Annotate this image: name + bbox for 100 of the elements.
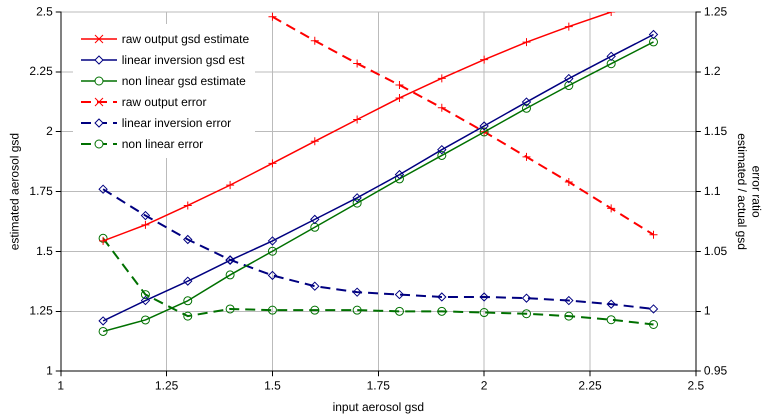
point	[268, 306, 277, 315]
point	[606, 52, 616, 61]
point	[394, 306, 404, 316]
legend-label: non linear error	[122, 136, 204, 150]
x-tick-label: 2.25	[578, 378, 602, 393]
point	[649, 320, 658, 330]
y2-tick-label: 0.95	[704, 364, 728, 378]
point	[268, 12, 277, 22]
y2-tick-label: 1	[704, 304, 711, 318]
x-tick-label: 2.5	[688, 378, 705, 393]
y2-tick-label: 1.25	[704, 4, 728, 18]
point	[437, 292, 446, 302]
point	[226, 304, 235, 314]
y-tick-label: 1.25	[29, 304, 54, 318]
point	[649, 30, 658, 40]
point	[352, 115, 362, 124]
point	[268, 236, 277, 246]
point	[310, 306, 320, 315]
point	[522, 294, 531, 303]
point	[310, 222, 320, 232]
point	[606, 204, 616, 213]
y2-tick-label: 1.05	[704, 244, 728, 258]
point	[522, 309, 531, 318]
point	[140, 296, 150, 306]
point	[394, 174, 404, 184]
point	[268, 246, 277, 256]
point	[140, 220, 150, 230]
y-tick-label: 1.5	[36, 244, 54, 258]
point	[352, 306, 362, 315]
point	[606, 59, 616, 68]
point	[310, 136, 320, 146]
y2-tick-label: 1.1	[704, 184, 721, 198]
point	[352, 198, 362, 208]
point	[183, 312, 192, 321]
point	[183, 296, 192, 306]
point	[183, 234, 192, 244]
y2-tick-label: 1.2	[704, 64, 721, 78]
y2-axis-title: error ratio estimated / actual gsd	[735, 133, 764, 250]
point	[564, 178, 574, 187]
x-tick-label: 1.75	[366, 378, 390, 393]
point	[98, 236, 108, 246]
point	[394, 80, 404, 90]
point	[352, 58, 362, 68]
point	[394, 290, 404, 300]
y-tick-label: 1.75	[29, 184, 54, 198]
point	[649, 230, 658, 240]
point	[480, 121, 489, 130]
y-tick-label: 2	[46, 124, 54, 138]
point	[480, 308, 489, 318]
point	[480, 292, 489, 302]
legend-label: linear inversion gsd est	[122, 52, 244, 66]
point	[606, 315, 616, 324]
point	[140, 211, 150, 220]
point	[394, 170, 404, 180]
point	[437, 306, 446, 316]
point	[140, 290, 150, 300]
point	[649, 304, 658, 314]
point	[564, 81, 574, 90]
point	[352, 193, 362, 202]
legend-label: non linear gsd estimate	[122, 74, 246, 88]
point	[98, 184, 108, 194]
point	[522, 98, 531, 107]
y-tick-label: 1	[46, 364, 54, 378]
x-tick-label: 1.5	[264, 378, 282, 393]
point	[226, 270, 235, 280]
point	[522, 38, 531, 47]
point	[564, 74, 574, 84]
point	[606, 300, 616, 309]
x-tick-label: 1.25	[154, 378, 179, 393]
y2-tick-label: 1.15	[704, 124, 728, 138]
point	[480, 55, 489, 64]
point	[310, 282, 320, 291]
point	[98, 326, 108, 336]
point	[268, 158, 277, 168]
legend-label: raw output gsd estimate	[122, 32, 250, 46]
point	[522, 104, 531, 113]
point	[564, 312, 574, 321]
point	[564, 22, 574, 32]
point	[98, 316, 108, 326]
point	[437, 74, 446, 83]
point	[140, 315, 150, 324]
y-axis-title: estimated aerosol gsd	[8, 132, 22, 250]
point	[226, 180, 235, 190]
point	[437, 103, 446, 112]
point	[183, 276, 192, 286]
point	[268, 270, 277, 280]
point	[183, 200, 192, 210]
x-tick-label: 2	[480, 378, 488, 393]
point	[310, 214, 320, 224]
point	[352, 288, 362, 297]
legend-label: raw output error	[122, 94, 206, 108]
y-tick-label: 2.5	[36, 4, 54, 18]
point	[394, 93, 404, 102]
y-tick-label: 2.25	[29, 64, 54, 78]
legend-label: linear inversion error	[122, 116, 232, 130]
point	[437, 145, 446, 154]
point	[310, 36, 320, 46]
x-tick-label: 1	[57, 378, 64, 393]
point	[98, 234, 108, 243]
point	[649, 37, 658, 46]
